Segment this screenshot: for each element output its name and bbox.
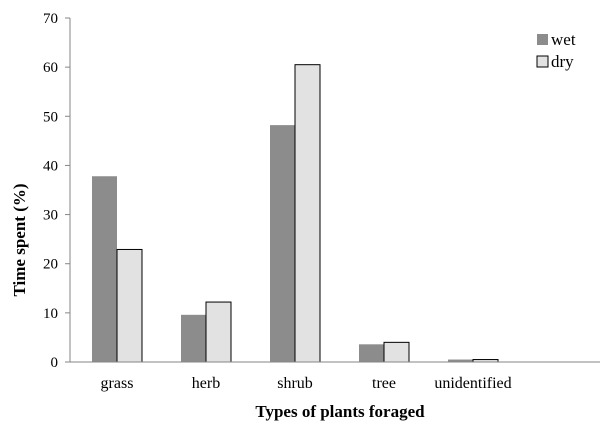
y-tick-label: 30 xyxy=(43,208,58,224)
legend-swatch-dry xyxy=(536,55,549,68)
y-tick-label: 10 xyxy=(43,306,58,322)
bar-wet-shrub xyxy=(270,125,295,362)
bar-wet-unidentified xyxy=(448,359,473,362)
y-tick-label: 0 xyxy=(51,355,59,371)
legend-label-dry: dry xyxy=(551,52,574,71)
bar-dry-herb xyxy=(205,301,232,363)
y-tick-label: 60 xyxy=(43,60,58,76)
y-tick-label: 50 xyxy=(43,109,58,125)
bar-wet-herb xyxy=(181,314,206,362)
legend: wet dry xyxy=(536,30,576,71)
x-tick-label: shrub xyxy=(277,375,313,392)
y-tick-label: 40 xyxy=(43,158,58,174)
bar-dry-shrub xyxy=(294,64,321,363)
x-axis: grass herb shrub tree unidentified xyxy=(70,361,600,392)
y-axis: 0 10 20 30 40 50 60 70 xyxy=(43,11,71,371)
legend-label-wet: wet xyxy=(551,30,576,49)
x-axis-title: Types of plants foraged xyxy=(255,402,425,421)
bar-dry-tree xyxy=(383,341,410,363)
x-tick-label: unidentified xyxy=(434,375,511,392)
bar-dry-grass xyxy=(116,248,143,363)
y-tick-label: 20 xyxy=(43,257,58,273)
x-tick-label: grass xyxy=(101,375,134,392)
bar-wet-grass xyxy=(92,176,117,362)
x-tick-label: herb xyxy=(192,375,220,392)
y-tick-label: 70 xyxy=(43,11,58,27)
x-tick-label: tree xyxy=(372,375,396,392)
y-axis-title: Time spent (%) xyxy=(10,183,29,296)
bars xyxy=(92,64,499,363)
bar-wet-tree xyxy=(359,344,384,362)
legend-swatch-wet xyxy=(537,34,548,45)
